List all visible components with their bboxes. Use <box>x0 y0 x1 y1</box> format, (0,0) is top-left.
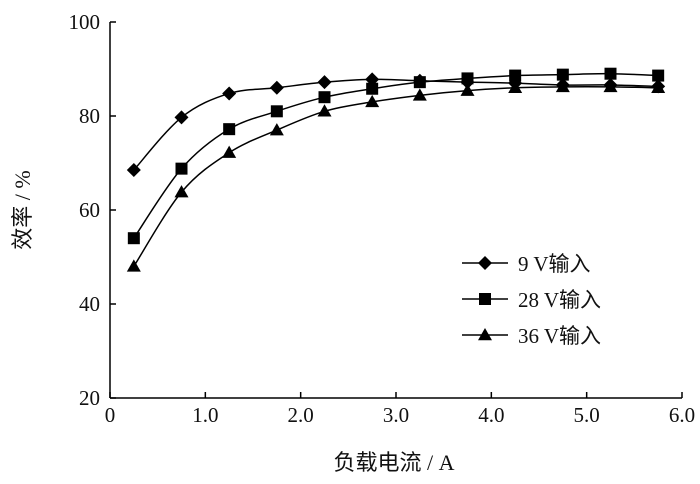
y-tick-label: 40 <box>79 292 100 316</box>
data-point-triangle <box>126 259 141 272</box>
x-tick-label: 0 <box>105 403 116 427</box>
legend-label: 36 V输入 <box>518 324 601 348</box>
data-point-triangle <box>412 88 427 101</box>
x-tick-label: 6.0 <box>669 403 695 427</box>
data-point-triangle <box>508 80 523 94</box>
y-tick-label: 100 <box>69 10 101 34</box>
data-point-triangle <box>222 145 237 158</box>
data-point-triangle <box>269 123 284 136</box>
data-point-square <box>270 105 283 118</box>
data-point-square <box>604 67 617 80</box>
x-tick-label: 2.0 <box>288 403 314 427</box>
y-tick-label: 20 <box>79 386 100 410</box>
legend-entry: 28 V输入 <box>462 288 601 312</box>
data-point-square <box>556 68 569 81</box>
legend-marker-triangle <box>478 328 492 341</box>
data-point-square <box>652 69 665 82</box>
data-point-diamond <box>317 75 332 90</box>
series-layer <box>126 67 666 272</box>
data-point-square <box>413 76 426 89</box>
data-point-square <box>318 91 331 104</box>
data-point-triangle <box>651 80 666 94</box>
data-point-triangle <box>460 83 475 96</box>
data-point-diamond <box>222 86 237 101</box>
y-tick-label: 60 <box>79 198 100 222</box>
data-point-triangle <box>317 104 332 117</box>
legend-label: 28 V输入 <box>518 288 601 312</box>
legend-entry: 36 V输入 <box>462 324 601 348</box>
series-triangle <box>126 79 666 272</box>
data-point-diamond <box>126 163 141 178</box>
legend-marker-square <box>479 293 491 305</box>
data-point-square <box>461 72 474 85</box>
legend-entry: 9 V输入 <box>462 252 591 276</box>
data-point-triangle <box>603 79 618 93</box>
data-point-triangle <box>365 94 380 108</box>
series-line-triangle <box>133 85 659 267</box>
data-point-diamond <box>269 80 284 95</box>
data-point-diamond <box>174 110 189 125</box>
x-tick-label: 4.0 <box>478 403 504 427</box>
tick-labels: 0 1.0 2.0 3.0 4.0 5.0 6.0 20 40 60 80 100 <box>69 10 696 427</box>
x-tick-label: 5.0 <box>574 403 600 427</box>
x-tick-label: 3.0 <box>383 403 409 427</box>
series-line-diamond <box>133 78 659 171</box>
data-point-square <box>509 69 522 82</box>
legend-marker-diamond <box>478 256 492 270</box>
data-point-square <box>366 82 379 95</box>
x-tick-label: 1.0 <box>192 403 218 427</box>
series-diamond <box>126 72 666 178</box>
x-axis-title: 负载电流 / A <box>333 450 454 475</box>
legend: 9 V输入 28 V输入 36 V输入 <box>462 252 601 348</box>
data-point-square <box>175 162 188 175</box>
axes <box>109 21 683 399</box>
y-axis-title: 效率 / % <box>10 170 35 249</box>
series-square <box>127 67 665 245</box>
data-point-square <box>223 123 236 136</box>
data-point-triangle <box>174 185 189 198</box>
data-point-triangle <box>555 79 570 93</box>
legend-label: 9 V输入 <box>518 252 591 276</box>
data-point-square <box>127 232 140 245</box>
y-tick-label: 80 <box>79 104 100 128</box>
